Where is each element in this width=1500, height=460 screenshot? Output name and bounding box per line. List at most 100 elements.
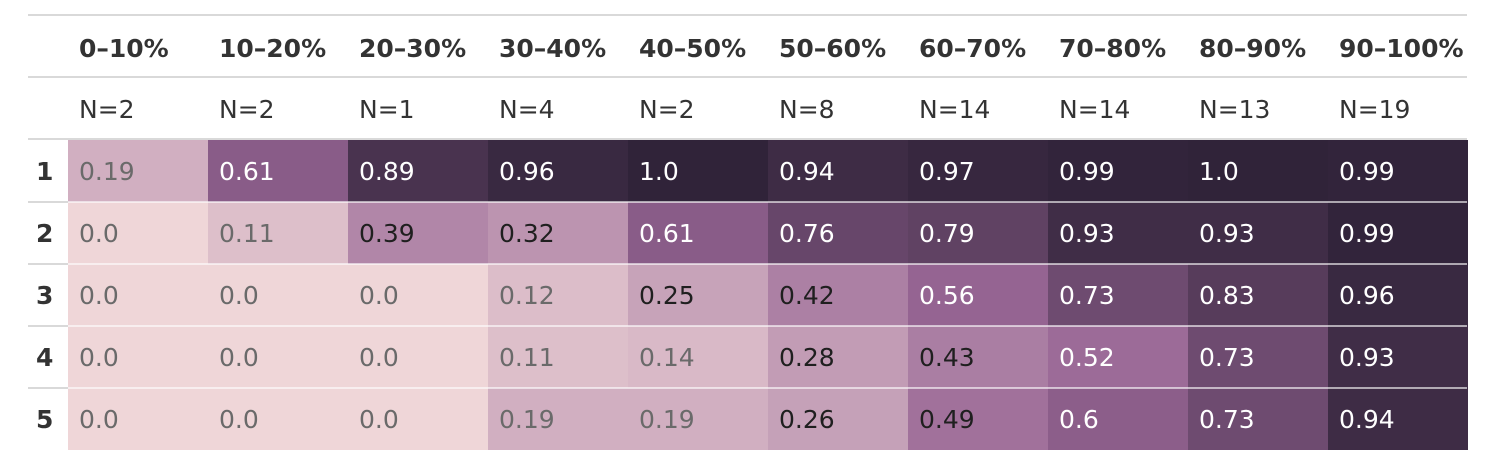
cell-value: 0.73 xyxy=(1059,281,1115,310)
heatmap-cell xyxy=(488,202,628,264)
heatmap-cell xyxy=(68,202,208,264)
heatmap-cell xyxy=(208,388,348,450)
cell-value: 0.52 xyxy=(1059,343,1115,372)
heatmap-cell xyxy=(908,202,1048,264)
heatmap-cell xyxy=(348,202,488,264)
cell-value: 0.43 xyxy=(919,343,975,372)
column-count: N=2 xyxy=(219,95,275,124)
column-header: 40–50% xyxy=(639,34,746,63)
heatmap-cell xyxy=(1048,140,1188,202)
cell-value: 0.93 xyxy=(1199,219,1255,248)
heatmap-cell xyxy=(1048,202,1188,264)
cell-value: 0.99 xyxy=(1059,157,1115,186)
cell-value: 1.0 xyxy=(1199,157,1239,186)
cell-value: 0.28 xyxy=(779,343,835,372)
cell-value: 0.56 xyxy=(919,281,975,310)
heatmap-cell xyxy=(68,388,208,450)
cell-value: 0.89 xyxy=(359,157,415,186)
cell-value: 0.96 xyxy=(499,157,555,186)
row-label: 4 xyxy=(36,343,53,372)
cell-value: 0.19 xyxy=(499,405,555,434)
heatmap-cell xyxy=(1328,140,1468,202)
cell-value: 0.96 xyxy=(1339,281,1395,310)
heatmap-cell xyxy=(208,140,348,202)
heatmap-cell xyxy=(628,140,768,202)
cell-value: 0.14 xyxy=(639,343,695,372)
heatmap-cell xyxy=(908,140,1048,202)
cell-value: 0.73 xyxy=(1199,343,1255,372)
heatmap-cell xyxy=(1188,202,1328,264)
heatmap-cell xyxy=(488,326,628,388)
heatmap-cell xyxy=(488,388,628,450)
column-count: N=19 xyxy=(1339,95,1410,124)
cell-value: 0.61 xyxy=(639,219,695,248)
heatmap-cell xyxy=(768,202,908,264)
cell-value: 0.93 xyxy=(1059,219,1115,248)
column-header: 20–30% xyxy=(359,34,466,63)
column-count: N=2 xyxy=(639,95,695,124)
cell-value: 0.49 xyxy=(919,405,975,434)
cell-value: 0.94 xyxy=(1339,405,1395,434)
heatmap-cell xyxy=(1188,140,1328,202)
heatmap-cell xyxy=(1188,388,1328,450)
cell-value: 0.19 xyxy=(639,405,695,434)
cell-value: 1.0 xyxy=(639,157,679,186)
cell-value: 0.73 xyxy=(1199,405,1255,434)
cell-value: 0.97 xyxy=(919,157,975,186)
heatmap-cell xyxy=(768,326,908,388)
cell-value: 0.0 xyxy=(79,219,119,248)
heatmap-cell xyxy=(348,140,488,202)
cell-value: 0.0 xyxy=(79,343,119,372)
cell-value: 0.0 xyxy=(219,405,259,434)
cell-value: 0.12 xyxy=(499,281,555,310)
row-label: 1 xyxy=(36,157,53,186)
column-header: 0–10% xyxy=(79,34,169,63)
cell-value: 0.42 xyxy=(779,281,835,310)
heatmap-cell xyxy=(208,326,348,388)
heatmap-cell xyxy=(68,326,208,388)
heatmap-cell xyxy=(1328,326,1468,388)
heatmap-cell xyxy=(1188,326,1328,388)
heatmap-cell xyxy=(1048,264,1188,326)
heatmap-cell xyxy=(488,264,628,326)
cell-value: 0.0 xyxy=(219,281,259,310)
column-count: N=14 xyxy=(919,95,990,124)
cell-value: 0.0 xyxy=(219,343,259,372)
column-count: N=1 xyxy=(359,95,415,124)
cell-value: 0.99 xyxy=(1339,157,1395,186)
heatmap-cell xyxy=(208,202,348,264)
cell-value: 0.94 xyxy=(779,157,835,186)
heatmap-cell xyxy=(768,388,908,450)
heatmap-cell xyxy=(488,140,628,202)
column-header: 50–60% xyxy=(779,34,886,63)
heatmap-cell xyxy=(348,264,488,326)
heatmap-cell xyxy=(628,326,768,388)
cell-value: 0.99 xyxy=(1339,219,1395,248)
column-count: N=4 xyxy=(499,95,555,124)
heatmap-cell xyxy=(348,326,488,388)
heatmap-cell xyxy=(1048,388,1188,450)
heatmap-cell xyxy=(1048,326,1188,388)
heatmap-cell xyxy=(1328,264,1468,326)
heatmap-cell xyxy=(628,264,768,326)
heatmap-cell xyxy=(768,264,908,326)
column-header: 70–80% xyxy=(1059,34,1166,63)
cell-value: 0.83 xyxy=(1199,281,1255,310)
cell-value: 0.0 xyxy=(79,281,119,310)
cell-value: 0.11 xyxy=(219,219,275,248)
cell-value: 0.25 xyxy=(639,281,695,310)
column-header: 10–20% xyxy=(219,34,326,63)
column-header: 80–90% xyxy=(1199,34,1306,63)
column-header: 60–70% xyxy=(919,34,1026,63)
cell-value: 0.39 xyxy=(359,219,415,248)
heatmap-cell xyxy=(68,264,208,326)
heatmap-cell xyxy=(1328,388,1468,450)
heatmap-cell xyxy=(1188,264,1328,326)
cell-value: 0.61 xyxy=(219,157,275,186)
cell-value: 0.0 xyxy=(359,405,399,434)
cell-value: 0.26 xyxy=(779,405,835,434)
cell-value: 0.19 xyxy=(79,157,135,186)
cell-value: 0.6 xyxy=(1059,405,1099,434)
heatmap-cell xyxy=(768,140,908,202)
